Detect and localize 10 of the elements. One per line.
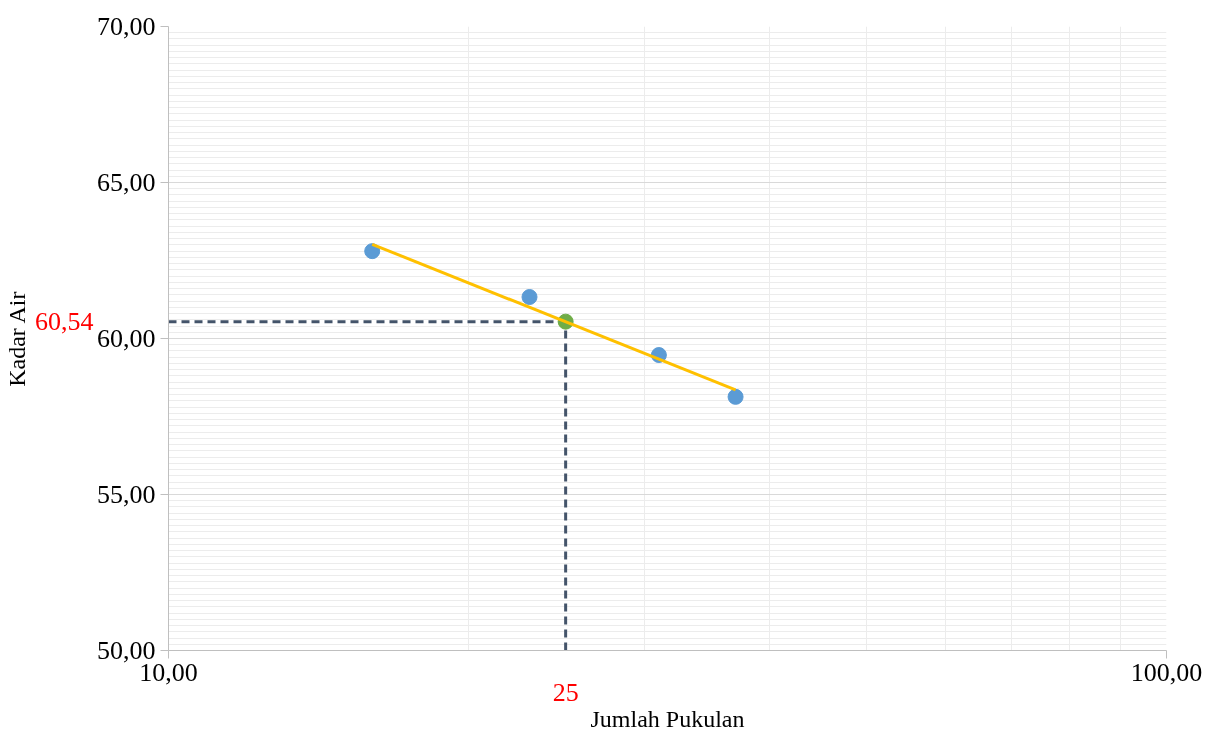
y-tick-label: 50,00 [97, 636, 156, 665]
y-tick-label: 70,00 [97, 12, 156, 41]
y-tick-label: 65,00 [97, 168, 156, 197]
ref-line-label: 60,54 [35, 307, 94, 337]
x-tick-label: 100,00 [1130, 657, 1203, 687]
x-axis-title: Jumlah Pukulan [590, 705, 745, 732]
y-axis-title: Kadar Air [4, 291, 30, 387]
y-tick-label: 60,00 [97, 324, 156, 353]
y-tick-label: 55,00 [97, 480, 156, 509]
ref-line-label: 25 [552, 677, 579, 707]
